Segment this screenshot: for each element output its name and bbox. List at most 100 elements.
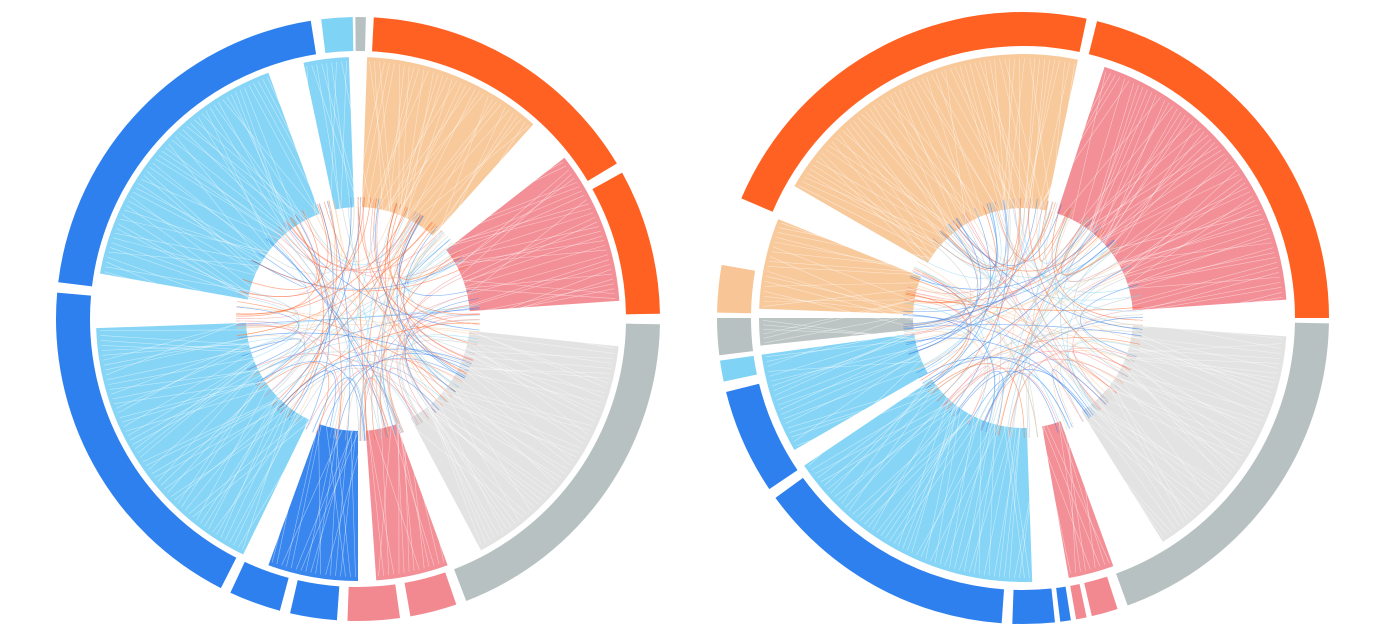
fan-line — [208, 395, 277, 530]
fan-line — [152, 162, 267, 256]
fan-line — [396, 91, 480, 215]
fan-line — [124, 209, 267, 256]
fan-line — [1124, 169, 1238, 276]
fan-line — [1038, 73, 1111, 210]
outer-ring-segment — [55, 292, 237, 589]
chord-line — [363, 303, 480, 441]
fan-line — [449, 194, 585, 256]
fan-line — [776, 345, 917, 401]
fan-line — [154, 404, 287, 479]
fan-line — [377, 68, 420, 209]
fan-line — [1127, 195, 1253, 285]
chord-line — [905, 337, 1090, 419]
fan-line — [326, 62, 340, 209]
fan-line — [267, 77, 330, 211]
fan-line — [1125, 237, 1271, 278]
fan-line — [233, 412, 297, 546]
fan-line — [1008, 58, 1010, 209]
fan-line — [1051, 61, 1066, 212]
fan-line — [230, 94, 293, 229]
fan-line — [998, 427, 1017, 577]
fan-line — [469, 330, 607, 389]
fan-line — [1097, 398, 1180, 526]
chord-line — [284, 368, 429, 419]
fan-line — [1119, 218, 1264, 267]
fan-line — [321, 63, 360, 208]
fan-line — [469, 321, 615, 349]
fan-line — [1132, 319, 1282, 349]
chord-line — [235, 293, 298, 319]
fan-line — [436, 186, 580, 240]
chord-line — [1051, 204, 1143, 321]
fan-line — [1132, 267, 1279, 306]
fan-line — [340, 61, 347, 209]
fan-line — [469, 268, 612, 324]
fan-line — [769, 332, 915, 377]
fan-line — [410, 109, 510, 221]
fan-line — [403, 421, 410, 572]
fan-line — [1088, 405, 1223, 485]
fan-line — [769, 261, 923, 273]
fan-line — [435, 112, 514, 239]
fan-line — [872, 397, 948, 531]
fan-line — [143, 174, 256, 274]
fan-line — [880, 413, 969, 536]
chord-line — [360, 375, 418, 441]
chord-line — [236, 320, 306, 397]
fan-line — [916, 423, 994, 556]
fan-line — [239, 89, 290, 231]
chord-line — [1036, 198, 1141, 342]
fan-line — [890, 94, 952, 236]
fan-line — [864, 415, 973, 525]
fan-line — [1062, 97, 1161, 216]
fan-line — [142, 397, 279, 462]
chord-line — [371, 224, 436, 440]
fan-line — [103, 321, 247, 361]
fan-line — [432, 115, 518, 237]
fan-line — [1092, 149, 1222, 234]
fan-line — [868, 406, 958, 528]
chord-line — [379, 251, 460, 438]
chord-line — [398, 350, 471, 424]
fan-line — [456, 169, 569, 267]
chord-line — [903, 324, 1142, 337]
fan-line — [385, 93, 485, 211]
fan-line — [954, 422, 990, 569]
fan-line — [130, 369, 259, 441]
fan-line — [167, 381, 266, 494]
chord-line — [357, 196, 369, 441]
chord-line — [272, 214, 422, 407]
fan-line — [469, 288, 615, 319]
fan-line — [461, 360, 606, 394]
fan-line — [209, 107, 287, 233]
fan-line — [229, 413, 299, 543]
chord-line — [928, 363, 1025, 438]
chord-line — [946, 225, 1110, 402]
chord-line — [386, 203, 480, 315]
fan-line — [945, 69, 967, 224]
fan-line — [869, 107, 951, 237]
fan-line — [315, 429, 339, 574]
fan-line — [1115, 377, 1260, 426]
chord-line — [393, 210, 453, 397]
fan-line — [140, 179, 280, 240]
fan-line — [907, 84, 981, 217]
fan-line — [809, 168, 939, 248]
fan-line — [1112, 161, 1232, 256]
fan-line — [253, 82, 325, 213]
fan-line — [959, 426, 1007, 571]
fan-line — [1127, 352, 1264, 417]
fan-line — [271, 419, 310, 563]
outer-ring-segment — [321, 17, 354, 53]
chord-line — [1055, 209, 1119, 275]
fan-line — [968, 427, 1013, 573]
fan-line — [1112, 380, 1230, 477]
fan-line — [469, 259, 610, 306]
fan-line — [1100, 165, 1235, 241]
chord-line — [357, 196, 478, 346]
fan-line — [165, 147, 283, 237]
chord-line — [236, 207, 408, 315]
chord-line — [1011, 198, 1139, 293]
fan-line — [107, 256, 247, 309]
